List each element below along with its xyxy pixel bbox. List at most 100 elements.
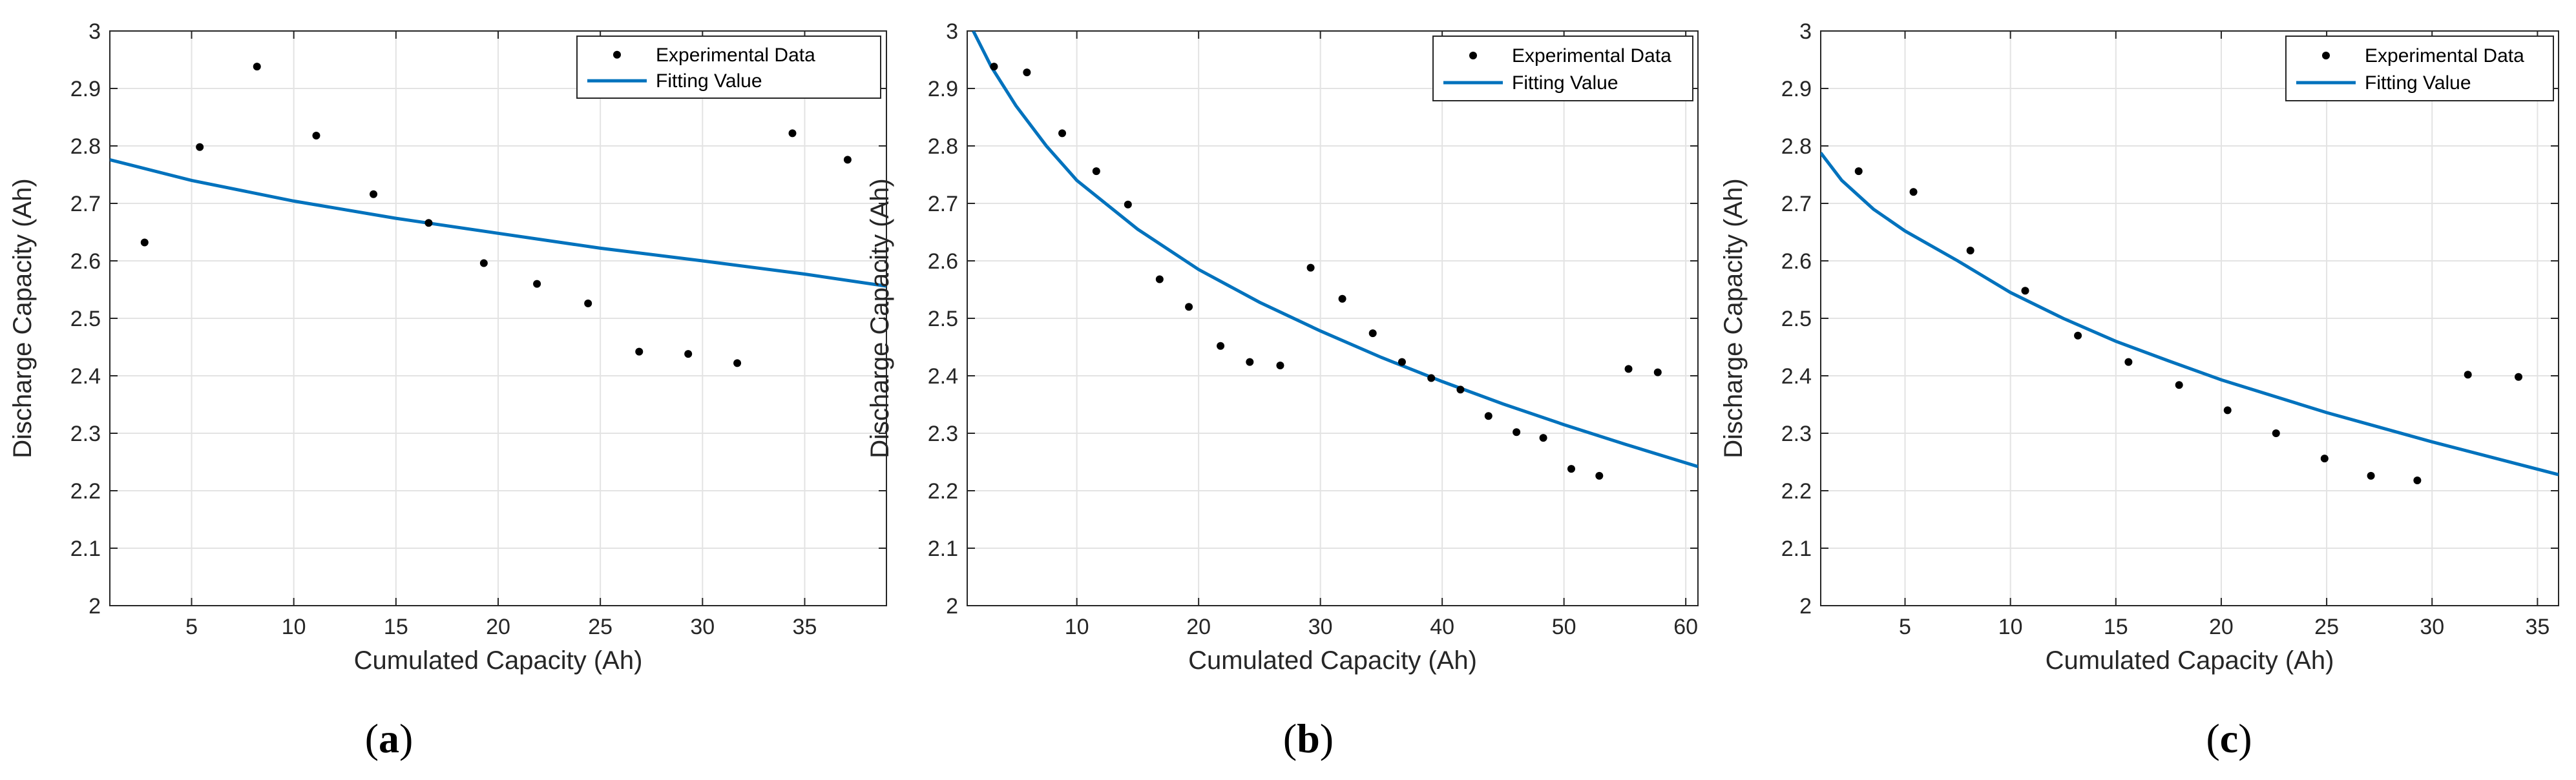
experimental-data-point: [1624, 365, 1633, 373]
experimental-data-point: [2515, 373, 2523, 381]
experimental-data-point: [1058, 129, 1067, 138]
legend-label: Fitting Value: [2365, 72, 2471, 94]
legend: Experimental Data Fitting Value: [576, 36, 881, 99]
x-tick-label: 40: [1430, 615, 1454, 639]
y-axis-label: Discharge Capacity (Ah): [866, 178, 894, 458]
x-tick-label: 30: [2420, 615, 2444, 639]
x-tick-label: 5: [1899, 615, 1911, 639]
x-tick-label: 25: [588, 615, 613, 639]
y-tick-label: 2.5: [70, 307, 101, 331]
x-tick-label: 15: [2104, 615, 2128, 639]
experimental-data-point: [2367, 471, 2375, 480]
experimental-data-point: [1484, 412, 1492, 420]
experimental-data-point: [1398, 358, 1406, 366]
experimental-data-point: [1909, 188, 1918, 196]
series-group: [972, 31, 1698, 480]
experimental-data-point: [1854, 167, 1863, 176]
y-tick-label: 2.7: [70, 192, 101, 216]
legend: Experimental Data Fitting Value: [1432, 36, 1693, 101]
experimental-data-point: [312, 131, 320, 139]
fitting-value-line: [1821, 152, 2559, 477]
experimental-data-point: [684, 350, 693, 358]
y-tick-label: 2.4: [928, 364, 958, 389]
panel-letter: b: [1297, 715, 1320, 761]
x-tick-label: 20: [486, 615, 510, 639]
y-tick-label: 3: [946, 19, 958, 44]
experimental-data-point: [1246, 358, 1254, 366]
y-tick-label: 3: [1799, 19, 1812, 44]
y-tick-label: 2: [89, 594, 101, 619]
legend-label: Experimental Data: [2365, 45, 2524, 67]
experimental-data-point: [1427, 374, 1436, 382]
y-tick-label: 2.9: [928, 77, 958, 101]
experimental-data-point: [533, 280, 541, 288]
y-tick-label: 2.8: [70, 134, 101, 159]
legend: Experimental Data Fitting Value: [2285, 36, 2554, 101]
y-tick-label: 2.4: [70, 364, 101, 389]
series-group: [110, 63, 886, 367]
experimental-data-point: [584, 299, 592, 307]
experimental-data-point: [2223, 406, 2232, 415]
experimental-data-point: [843, 156, 852, 164]
fitting-value-line: [110, 158, 886, 288]
x-tick-label: 35: [2525, 615, 2550, 639]
y-tick-label: 2.5: [1781, 307, 1812, 331]
experimental-data-point: [2413, 476, 2422, 484]
experimental-data-point: [2074, 331, 2082, 340]
experimental-data-point: [1306, 263, 1315, 272]
y-tick-label: 2.1: [1781, 537, 1812, 561]
x-tick-label: 10: [282, 615, 306, 639]
x-tick-label: 25: [2314, 615, 2339, 639]
experimental-data-point: [1595, 471, 1604, 480]
experimental-data-point: [1338, 294, 1346, 303]
experimental-data-point: [2021, 287, 2029, 295]
x-tick-label: 30: [1308, 615, 1333, 639]
x-tick-label: 20: [2209, 615, 2234, 639]
chart-panel-b: 10 20 30 40 50 60 2 2.1 2.2 2.3 2.4 2.5 2.6 2.7 2.8 2.9…: [866, 19, 1699, 761]
experimental-data-point: [140, 238, 149, 247]
y-tick-label: 2.8: [928, 134, 958, 159]
legend-marker-points: [2322, 52, 2330, 59]
y-tick-label: 2.3: [70, 422, 101, 446]
x-tick-label: 50: [1552, 615, 1576, 639]
panel-label: (c): [2206, 715, 2252, 761]
experimental-data-point: [1092, 167, 1100, 176]
x-tick-label: 35: [793, 615, 817, 639]
experimental-data-point: [1567, 465, 1575, 473]
panel-letter: a: [379, 715, 399, 761]
experimental-data-point: [788, 129, 797, 138]
chart-panel-a: 5 10 15 20 25 30 35 2 2.1 2.2 2.3 2.4 2.5 2.6 2.7 2.8 2.…: [8, 19, 887, 761]
experimental-data-point: [1155, 275, 1164, 283]
experimental-data-point: [1368, 329, 1377, 338]
x-tick-label: 15: [384, 615, 408, 639]
experimental-data-point: [479, 259, 488, 267]
y-tick-label: 2.5: [928, 307, 958, 331]
experimental-data-point: [1023, 68, 1031, 77]
y-tick-label: 2.3: [1781, 422, 1812, 446]
legend-label: Experimental Data: [1512, 45, 1671, 67]
experimental-data-point: [733, 359, 742, 367]
experimental-data-point: [1966, 246, 1974, 254]
y-tick-label: 2.7: [1781, 192, 1812, 216]
experimental-data-point: [990, 63, 998, 71]
experimental-data-point: [635, 347, 644, 356]
y-tick-label: 2.2: [70, 479, 101, 504]
experimental-data-point: [1276, 361, 1284, 369]
x-axis-label: Cumulated Capacity (Ah): [354, 646, 643, 675]
experimental-data-point: [1539, 434, 1547, 442]
y-tick-label: 2.6: [928, 249, 958, 274]
x-tick-label: 30: [690, 615, 715, 639]
x-tick-label: 60: [1673, 615, 1698, 639]
legend-box: [2285, 36, 2554, 101]
experimental-data-point: [424, 219, 433, 227]
legend-label: Fitting Value: [656, 70, 762, 92]
x-axis-label: Cumulated Capacity (Ah): [2046, 646, 2334, 675]
y-tick-label: 2.4: [1781, 364, 1812, 389]
experimental-data-point: [1653, 368, 1662, 376]
legend-box: [1432, 36, 1693, 101]
chart-panel-c: 5 10 15 20 25 30 35 2 2.1 2.2 2.3 2.4 2.5 2.6 2.7 2.8 2.…: [1719, 19, 2559, 761]
x-tick-label: 10: [1065, 615, 1089, 639]
y-tick-label: 2.7: [928, 192, 958, 216]
y-tick-label: 2.3: [928, 422, 958, 446]
